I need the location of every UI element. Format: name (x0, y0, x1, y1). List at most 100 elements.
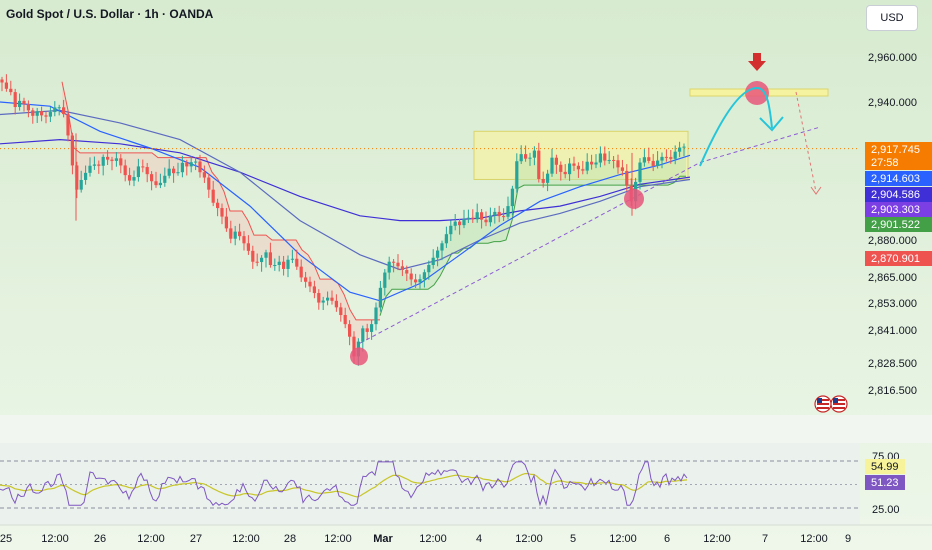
candle-body (603, 153, 607, 161)
candle-body (194, 161, 198, 163)
candle-body (317, 293, 321, 303)
candle-body (0, 79, 4, 83)
candle-body (299, 266, 303, 278)
candle-body (440, 243, 444, 251)
candle-body (264, 252, 268, 258)
candle-body (422, 272, 426, 280)
flag-stripe (817, 407, 829, 409)
candle-body (312, 286, 316, 294)
candle-body (229, 228, 233, 239)
x-tick-label: 27 (190, 533, 202, 545)
candle-body (682, 146, 686, 148)
candle-body (532, 150, 536, 158)
y-tick-label: 2,816.500 (868, 385, 917, 397)
candle-body (449, 225, 453, 235)
candle-body (273, 264, 277, 266)
candle-body (537, 150, 541, 179)
candle-body (431, 257, 435, 265)
candle-body (576, 165, 580, 170)
candle-body (238, 231, 242, 237)
bearish-stop-cloud (62, 81, 380, 350)
candle-body (282, 261, 286, 269)
candle-body (189, 162, 193, 167)
candle-body (97, 164, 101, 166)
flag-stripe (833, 407, 845, 409)
x-tick-label: 9 (845, 533, 851, 545)
x-tick-label: 12:00 (137, 533, 165, 545)
candle-body (62, 107, 66, 115)
candle-body (339, 307, 343, 315)
candle-body (453, 221, 457, 226)
candle-body (414, 279, 418, 283)
price-label-box (865, 251, 932, 266)
candle-body (44, 115, 48, 117)
us-flag-icon (830, 395, 848, 413)
candle-body (84, 172, 88, 180)
candle-body (506, 206, 510, 217)
price-label: 27:58 (871, 157, 899, 169)
candle-body (462, 219, 466, 226)
x-tick-label: 12:00 (515, 533, 543, 545)
candle-body (101, 156, 105, 166)
y-tick-label: 2,940.000 (868, 97, 917, 109)
candle-body (141, 166, 145, 168)
rsi-tick-label: 25.00 (872, 504, 900, 516)
x-tick-label: 12:00 (324, 533, 352, 545)
candle-body (378, 287, 382, 308)
symbol-title: Gold Spot / U.S. Dollar · 1h · OANDA (6, 7, 214, 21)
candle-body (330, 297, 334, 301)
candle-body (70, 135, 74, 166)
x-tick-label: 5 (570, 533, 576, 545)
candle-body (150, 174, 154, 182)
retest-marker (624, 188, 644, 209)
candle-body (493, 211, 497, 216)
ma-slow-line (0, 138, 691, 222)
candle-body (370, 324, 374, 332)
candle-body (334, 300, 338, 308)
candle-body (53, 107, 57, 113)
candle-body (620, 167, 624, 171)
projection-arrow-icon (759, 116, 784, 132)
candle-body (268, 252, 272, 265)
x-tick-label: 4 (476, 533, 482, 545)
candle-body (255, 261, 259, 263)
y-tick-label: 2,960.000 (868, 52, 917, 64)
sell-arrow-icon (748, 53, 766, 71)
x-tick-label: 12:00 (703, 533, 731, 545)
price-label: 2,917.745 (871, 144, 920, 156)
x-tick-label: 12:00 (609, 533, 637, 545)
candle-body (642, 157, 646, 163)
candle-body (387, 261, 391, 273)
candle-body (180, 162, 184, 173)
us-flag-icon (814, 395, 832, 413)
candle-body (660, 156, 664, 161)
candle-body (400, 266, 404, 270)
candle-body (242, 236, 246, 244)
candle-body (664, 156, 668, 158)
candle-body (251, 250, 255, 262)
candle-body (176, 172, 180, 174)
candle-body (651, 160, 655, 166)
candle-body (66, 114, 70, 136)
candle-body (528, 157, 532, 159)
candle-body (295, 258, 299, 267)
candle-body (9, 88, 13, 93)
candle-body (326, 297, 330, 301)
currency-button[interactable]: USD (866, 5, 918, 31)
candle-body (466, 217, 470, 220)
candle-body (220, 208, 224, 217)
candle-body (598, 153, 602, 163)
price-label-box (865, 187, 932, 202)
candle-body (154, 181, 158, 186)
candle-body (515, 161, 519, 189)
candle-body (550, 157, 554, 174)
candle-body (361, 328, 365, 342)
candle-body (436, 250, 440, 258)
candle-body (585, 161, 589, 171)
price-label: 2,870.901 (871, 253, 920, 265)
candle-body (678, 147, 682, 152)
candle-body (396, 262, 400, 267)
candle-body (207, 177, 211, 190)
rising-trendline (359, 162, 701, 344)
